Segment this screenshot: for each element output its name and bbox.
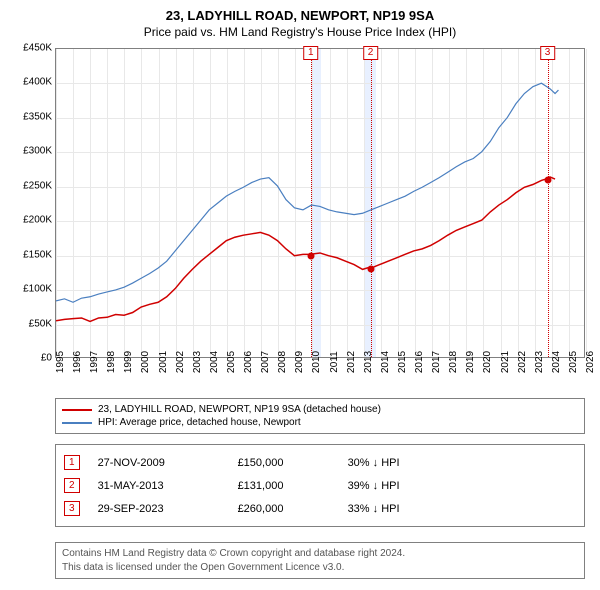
x-axis-label: 2015	[397, 351, 408, 373]
events-table: 1 27-NOV-2009£150,00030% ↓ HPI 2 31-MAY-201…	[55, 444, 585, 527]
x-axis-label: 2022	[517, 351, 528, 373]
event-badge: 2	[64, 478, 80, 493]
x-axis-label: 2021	[500, 351, 511, 373]
x-axis-label: 2007	[260, 351, 271, 373]
chart-lines	[56, 49, 584, 357]
attribution-line: This data is licensed under the Open Gov…	[62, 561, 578, 575]
x-axis-label: 2006	[243, 351, 254, 373]
event-price: £260,000	[238, 503, 348, 515]
event-badge: 1	[64, 455, 80, 470]
event-delta: 30% ↓ HPI	[348, 457, 576, 469]
x-axis-label: 2012	[346, 351, 357, 373]
x-axis-label: 2003	[192, 351, 203, 373]
x-axis-label: 2002	[175, 351, 186, 373]
chart-title: 23, LADYHILL ROAD, NEWPORT, NP19 9SA	[0, 0, 600, 23]
x-axis-label: 2000	[140, 351, 151, 373]
x-axis-label: 2001	[158, 351, 169, 373]
attribution-line: Contains HM Land Registry data © Crown c…	[62, 547, 578, 561]
legend-swatch	[62, 409, 92, 411]
x-axis-label: 2004	[209, 351, 220, 373]
y-axis-label: £350K	[2, 111, 52, 122]
gridline	[586, 49, 587, 357]
event-price: £131,000	[238, 480, 348, 492]
event-date: 29-SEP-2023	[98, 503, 238, 515]
x-axis-label: 2010	[311, 351, 322, 373]
y-axis-label: £250K	[2, 180, 52, 191]
x-axis-label: 2005	[226, 351, 237, 373]
y-axis-label: £50K	[2, 318, 52, 329]
x-axis-label: 2019	[465, 351, 476, 373]
x-axis-label: 2020	[482, 351, 493, 373]
x-axis-label: 2008	[277, 351, 288, 373]
x-axis-label: 1999	[123, 351, 134, 373]
x-axis-label: 2024	[551, 351, 562, 373]
legend-item: HPI: Average price, detached house, Newp…	[62, 416, 578, 429]
event-badge: 3	[64, 501, 80, 516]
chart-plot-area: 123	[55, 48, 585, 358]
x-axis-label: 2014	[380, 351, 391, 373]
x-axis-label: 2011	[329, 351, 340, 373]
x-axis-label: 2023	[534, 351, 545, 373]
event-delta: 33% ↓ HPI	[348, 503, 576, 515]
x-axis-label: 2025	[568, 351, 579, 373]
y-axis-label: £0	[2, 353, 52, 364]
series-hpi	[56, 83, 558, 302]
x-axis-label: 2026	[585, 351, 596, 373]
y-axis-label: £100K	[2, 284, 52, 295]
event-date: 27-NOV-2009	[98, 457, 238, 469]
x-axis-label: 2009	[294, 351, 305, 373]
x-axis-label: 1998	[106, 351, 117, 373]
event-row: 2 31-MAY-2013£131,00039% ↓ HPI	[64, 474, 576, 497]
event-row: 1 27-NOV-2009£150,00030% ↓ HPI	[64, 451, 576, 474]
legend-swatch	[62, 422, 92, 424]
event-date: 31-MAY-2013	[98, 480, 238, 492]
x-axis-label: 1995	[55, 351, 66, 373]
event-delta: 39% ↓ HPI	[348, 480, 576, 492]
event-row: 3 29-SEP-2023£260,00033% ↓ HPI	[64, 497, 576, 520]
series-price_paid	[56, 177, 555, 321]
event-price: £150,000	[238, 457, 348, 469]
x-axis-label: 2013	[363, 351, 374, 373]
y-axis-label: £400K	[2, 77, 52, 88]
legend-label: 23, LADYHILL ROAD, NEWPORT, NP19 9SA (de…	[98, 404, 381, 415]
y-axis-label: £300K	[2, 146, 52, 157]
chart-legend: 23, LADYHILL ROAD, NEWPORT, NP19 9SA (de…	[55, 398, 585, 434]
x-axis-label: 2016	[414, 351, 425, 373]
y-axis-label: £450K	[2, 43, 52, 54]
attribution: Contains HM Land Registry data © Crown c…	[55, 542, 585, 579]
legend-item: 23, LADYHILL ROAD, NEWPORT, NP19 9SA (de…	[62, 403, 578, 416]
chart-subtitle: Price paid vs. HM Land Registry's House …	[0, 23, 600, 39]
y-axis-label: £200K	[2, 215, 52, 226]
x-axis-label: 1997	[89, 351, 100, 373]
x-axis-label: 2017	[431, 351, 442, 373]
x-axis-label: 1996	[72, 351, 83, 373]
legend-label: HPI: Average price, detached house, Newp…	[98, 417, 301, 428]
y-axis-label: £150K	[2, 249, 52, 260]
x-axis-label: 2018	[448, 351, 459, 373]
